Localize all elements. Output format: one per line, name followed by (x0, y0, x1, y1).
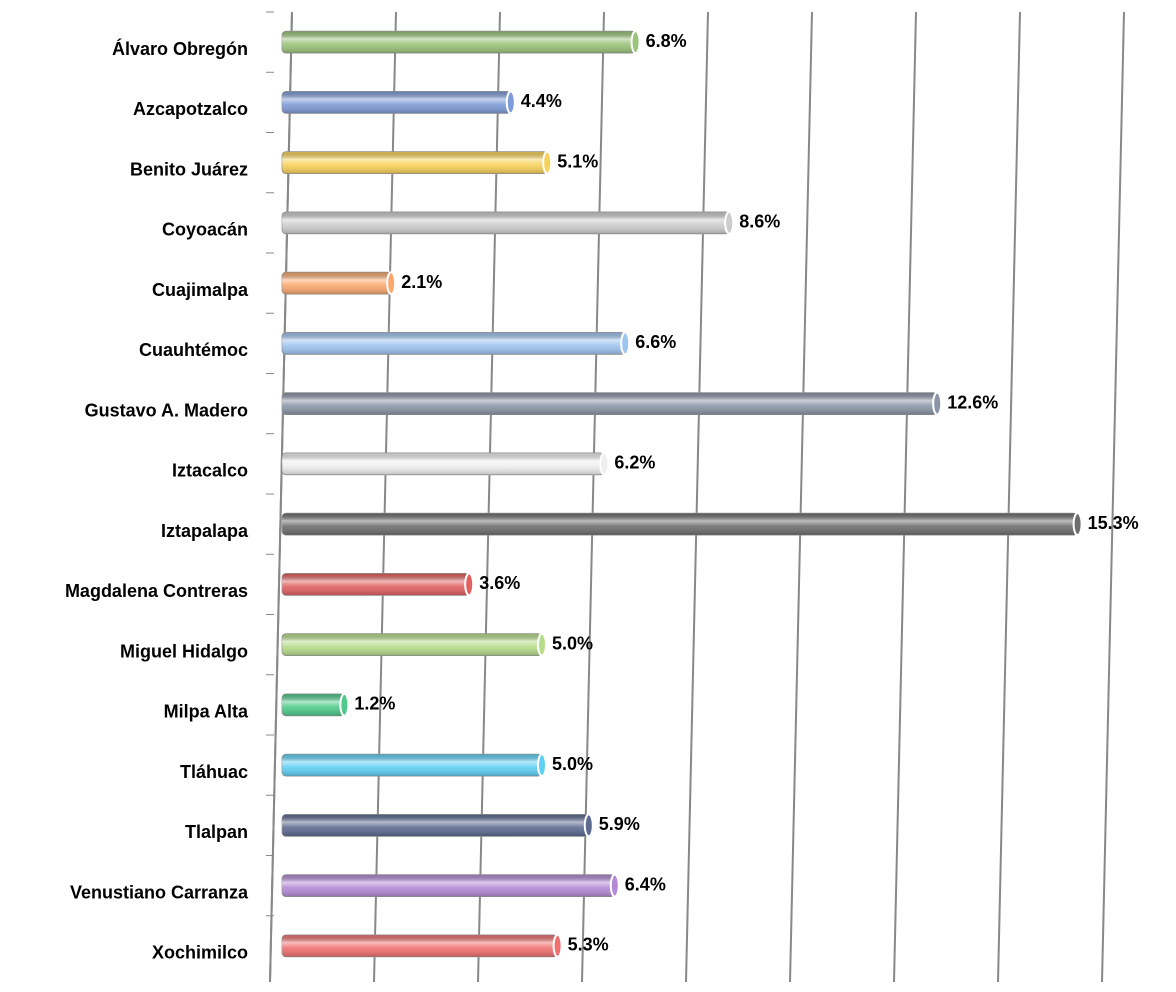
y-tick-label: Cuauhtémoc (139, 340, 248, 360)
y-tick-label: Tláhuac (180, 762, 248, 782)
bar-shine (282, 513, 1078, 536)
bar-cap (620, 331, 631, 356)
bar-cap (552, 933, 563, 958)
bar (281, 391, 943, 416)
grid-line (685, 11, 709, 983)
value-label: 5.9% (599, 814, 640, 834)
bar-shine (282, 211, 730, 234)
y-tick-label: Xochimilco (152, 943, 248, 963)
y-tick-label: Miguel Hidalgo (120, 641, 248, 661)
y-tick-label: Milpa Alta (164, 702, 249, 722)
grid-line (893, 11, 917, 983)
value-label: 1.2% (354, 694, 395, 714)
bar (281, 30, 641, 55)
bar (281, 632, 547, 657)
bar-shine (282, 934, 558, 957)
bar-cap (505, 90, 516, 115)
bar-cap (724, 210, 735, 235)
bar (281, 331, 631, 356)
y-tick-label: Magdalena Contreras (65, 581, 248, 601)
bar-shine (282, 91, 511, 114)
value-label: 12.6% (947, 392, 998, 412)
value-label: 6.8% (646, 31, 687, 51)
value-label: 2.1% (401, 272, 442, 292)
bar (281, 933, 563, 958)
bar-cap (599, 451, 610, 476)
bar-shine (282, 392, 938, 415)
y-tick-label: Benito Juárez (130, 159, 248, 179)
value-label: 6.2% (614, 453, 655, 473)
bar (281, 813, 594, 838)
grid-line (997, 11, 1021, 983)
y-tick-label: Iztacalco (172, 461, 248, 481)
bar-cap (1072, 512, 1083, 537)
y-tick-label: Cuajimalpa (152, 280, 249, 300)
bar-shine (282, 874, 615, 897)
bar-shine (282, 633, 542, 656)
grid-line (1101, 11, 1125, 983)
bar (281, 90, 516, 115)
y-tick-label: Venustiano Carranza (70, 882, 249, 902)
bar-cap (464, 572, 475, 597)
bar-cap (630, 30, 641, 55)
bar (281, 512, 1083, 537)
bar (281, 753, 547, 778)
bar-cap (932, 391, 943, 416)
bar-shine (282, 693, 345, 716)
bar-cap (537, 632, 547, 657)
value-label: 8.6% (739, 212, 780, 232)
bar-shine (282, 754, 542, 777)
bar-shine (282, 272, 392, 295)
bar-shine (282, 332, 626, 355)
bar-shine (282, 814, 589, 837)
bar (281, 572, 475, 597)
bar-shine (282, 31, 636, 54)
bar-cap (609, 873, 620, 898)
value-label: 5.0% (552, 754, 593, 774)
y-tick-label: Tlalpan (185, 822, 248, 842)
y-tick-label: Gustavo A. Madero (85, 400, 248, 420)
bar-cap (537, 753, 547, 778)
bar-cap (386, 271, 397, 296)
value-label: 5.0% (552, 633, 593, 653)
bar (281, 451, 610, 476)
bar-cap (339, 692, 350, 717)
bar-shine (282, 573, 470, 596)
grid-line (789, 11, 813, 983)
y-tick-label: Azcapotzalco (133, 99, 248, 119)
value-label: 5.3% (568, 935, 609, 955)
value-label: 4.4% (521, 91, 562, 111)
bar-cap (583, 813, 594, 838)
bar-shine (282, 452, 605, 475)
y-tick-label: Iztapalapa (161, 521, 249, 541)
value-label: 5.1% (557, 151, 598, 171)
bar (281, 271, 397, 296)
bar (281, 150, 553, 175)
value-label: 6.4% (625, 874, 666, 894)
bar (281, 210, 735, 235)
bar (281, 692, 350, 717)
bar-shine (282, 151, 548, 174)
y-tick-label: Coyoacán (162, 220, 248, 240)
y-tick-label: Álvaro Obregón (112, 38, 248, 59)
bar-cap (542, 150, 553, 175)
bar (281, 873, 620, 898)
value-label: 3.6% (479, 573, 520, 593)
value-label: 6.6% (635, 332, 676, 352)
value-label: 15.3% (1088, 513, 1139, 533)
